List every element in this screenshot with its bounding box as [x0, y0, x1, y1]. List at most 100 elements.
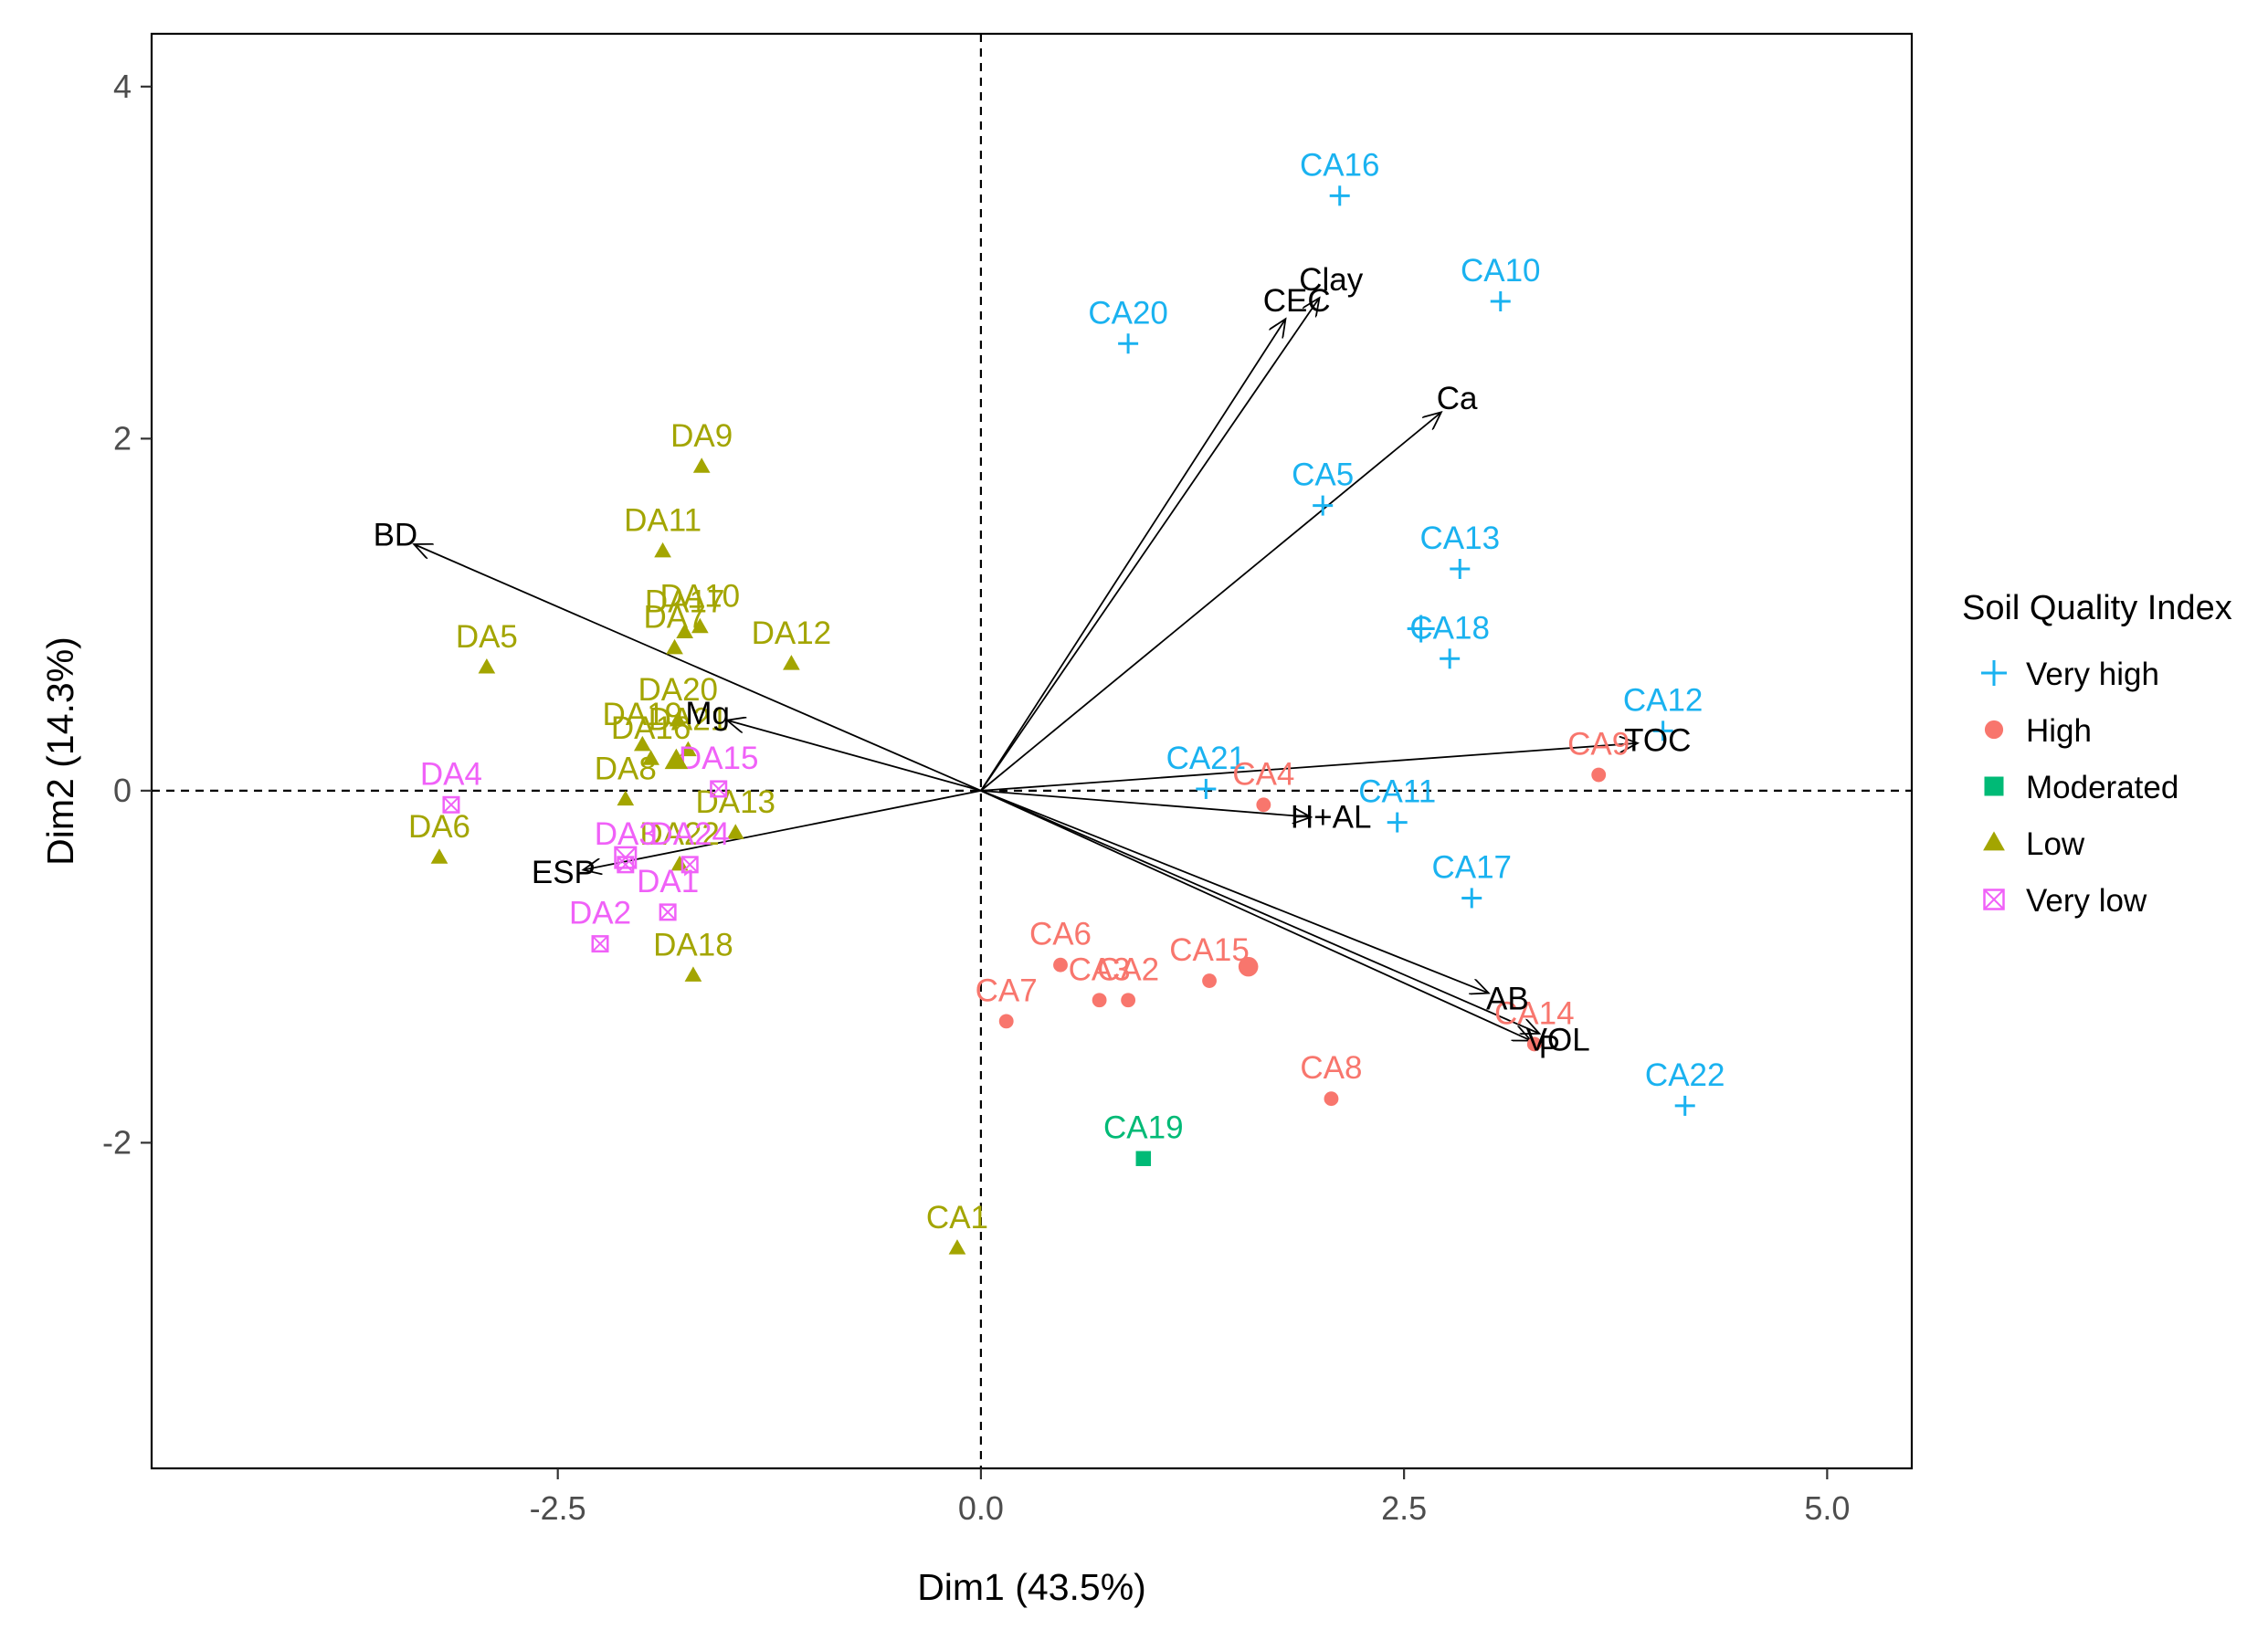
point-marker-da11 — [654, 542, 671, 558]
point-marker-da20 — [669, 710, 687, 727]
legend-item-very-high: Very high — [1981, 657, 2159, 692]
point-label-da11: DA11 — [624, 503, 701, 539]
point-label-da13: DA13 — [695, 784, 775, 820]
vector-arrow-toc — [980, 743, 1638, 792]
point-marker-ca17 — [1461, 888, 1482, 909]
point-marker-da1 — [659, 903, 677, 921]
point-label-ca9: CA9 — [1567, 727, 1630, 762]
vector-arrow-clay — [980, 298, 1320, 792]
legend-item-moderated: Moderated — [1984, 770, 2178, 805]
point-label-ca4: CA4 — [1232, 756, 1294, 792]
point-label-ca16: CA16 — [1300, 147, 1380, 183]
point-marker-ca16 — [1329, 185, 1350, 206]
point-label-ca20: CA20 — [1088, 295, 1168, 331]
point-marker-ca12 — [1652, 720, 1673, 741]
point-label-da15: DA15 — [679, 741, 759, 776]
vector-label-hal: H+AL — [1291, 799, 1372, 835]
point-marker-da8 — [617, 790, 635, 806]
vector-arrow-vol — [980, 790, 1539, 1034]
point-label-da12: DA12 — [752, 615, 832, 651]
point-marker-da16 — [642, 750, 659, 765]
point-marker-da24 — [680, 856, 699, 874]
point-marker-ca4 — [1256, 797, 1271, 813]
point-marker-ca8 — [1324, 1091, 1339, 1107]
point-label-da2: DA2 — [569, 896, 631, 931]
point-marker-ca9 — [1591, 767, 1607, 783]
point-marker-da21 — [680, 741, 697, 757]
point-label-ca13: CA13 — [1419, 521, 1500, 556]
point-marker-da13 — [726, 824, 744, 839]
point-marker-da17 — [676, 623, 694, 638]
point-label-da10: DA10 — [660, 579, 741, 615]
y-tick-label: 4 — [113, 68, 132, 105]
vector-arrow-mg — [727, 720, 982, 792]
point-marker-ca2 — [1121, 993, 1136, 1008]
legend-title: Soil Quality Index — [1962, 589, 2232, 627]
point-label-ca10: CA10 — [1461, 253, 1541, 289]
vector-label-esp: ESP — [532, 855, 596, 890]
point-marker-da7 — [666, 638, 683, 655]
vector-arrow-hal — [980, 789, 1311, 817]
point-label-da22: DA22 — [639, 816, 720, 852]
vector-label-vol: VOL — [1526, 1022, 1590, 1057]
point-marker-da18 — [684, 966, 702, 982]
legend-key-very-low — [1983, 889, 2005, 910]
y-tick-label: 0 — [113, 772, 132, 809]
point-marker-ca22 — [1674, 1095, 1695, 1116]
point-label-da21: DA21 — [649, 702, 729, 738]
vector-arrow-ca — [980, 412, 1441, 792]
vector-label-ab: AB — [1486, 981, 1529, 1016]
plot-border — [150, 32, 1914, 1470]
point-marker-ca20 — [1118, 333, 1139, 354]
vector-arrow-bd — [414, 544, 982, 792]
point-marker-ca14 — [1526, 1036, 1542, 1052]
legend-key-low — [1983, 831, 2005, 851]
point-marker-da9 — [692, 457, 711, 473]
point-marker-ca1 — [948, 1239, 966, 1255]
point-label-da24: DA24 — [649, 816, 730, 852]
y-tick-label: 2 — [113, 419, 132, 457]
legend-label: Very low — [2026, 883, 2147, 919]
point-label-ca15: CA15 — [1169, 932, 1250, 968]
point-label-ca3: CA3 — [1069, 952, 1131, 987]
point-label-da4: DA4 — [420, 756, 482, 792]
y-tick-label: -2 — [102, 1123, 132, 1161]
point-marker-ca11 — [1387, 812, 1408, 833]
point-marker-da6 — [430, 848, 448, 864]
point-label-ca11: CA11 — [1358, 774, 1436, 810]
point-marker-ca18 — [1440, 648, 1461, 669]
point-marker-ca19 — [1135, 1151, 1152, 1166]
point-label-ca14: CA14 — [1494, 995, 1575, 1031]
x-tick-label: 2.5 — [1381, 1489, 1427, 1527]
axes: -2.5 0.0 2.5 5.0 -2 0 2 4 Dim1 (43.5%) Dim2 (14.3… — [39, 32, 1914, 1608]
legend-label: Low — [2026, 826, 2085, 862]
point-label-da5: DA5 — [456, 619, 518, 655]
point-marker-ca10 — [1490, 290, 1511, 311]
point-label-da20: DA20 — [638, 672, 718, 708]
x-tick-label: 0.0 — [958, 1489, 1004, 1527]
legend-key-high — [1984, 720, 2004, 740]
legend: Soil Quality Index Very high High Moderated… — [1962, 589, 2232, 919]
point-marker-da19 — [633, 735, 651, 752]
vector-arrow-ab — [980, 790, 1489, 994]
point-label-ca17: CA17 — [1431, 849, 1512, 885]
point-label-ca1: CA1 — [926, 1200, 988, 1236]
vector-label-cec: CEC — [1263, 283, 1331, 319]
point-marker-da15 — [710, 780, 728, 798]
centroid-marker-very-low — [614, 846, 638, 869]
legend-key-moderated — [1984, 776, 2004, 796]
point-label-ca8: CA8 — [1300, 1050, 1362, 1086]
point-marker-ca3 — [1092, 993, 1107, 1008]
vector-arrow-p — [980, 790, 1531, 1041]
y-axis-title: Dim2 (14.3%) — [39, 636, 81, 866]
vector-label-p: P — [1539, 1029, 1560, 1065]
point-marker-ca6 — [1053, 957, 1068, 973]
x-tick-label: -2.5 — [530, 1489, 586, 1527]
vector-label-mg: Mg — [685, 696, 730, 731]
legend-item-very-low: Very low — [1983, 883, 2147, 919]
plot-background — [152, 34, 1912, 1468]
point-label-ca2: CA2 — [1097, 952, 1159, 987]
point-label-ca12: CA12 — [1623, 682, 1704, 718]
point-label-ca5: CA5 — [1292, 457, 1354, 493]
